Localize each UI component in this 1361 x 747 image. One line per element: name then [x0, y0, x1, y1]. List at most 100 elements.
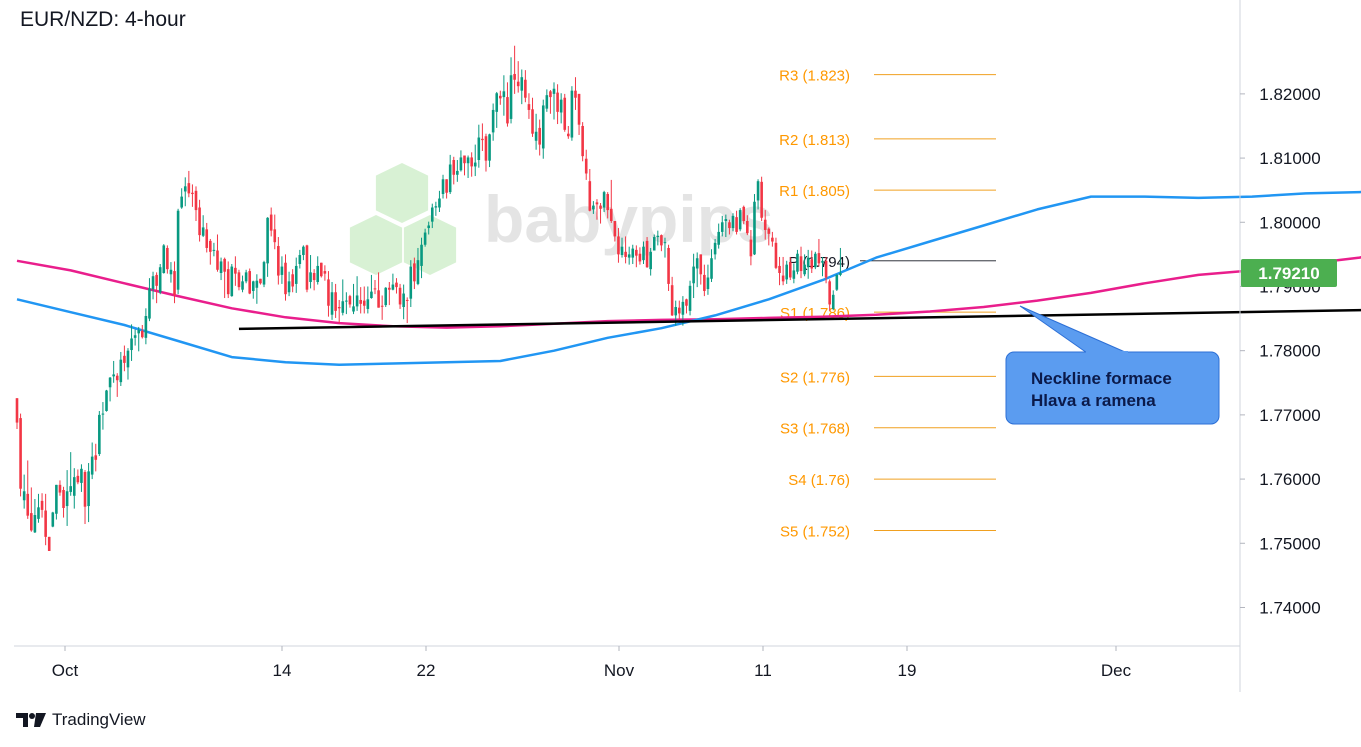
candle-body: [545, 95, 549, 109]
candle-body: [151, 276, 155, 290]
candle: [430, 203, 434, 229]
candle: [456, 160, 459, 182]
candle: [831, 290, 835, 311]
candle-body: [835, 274, 839, 290]
candle: [22, 474, 26, 509]
candle: [405, 297, 409, 324]
candle: [26, 460, 30, 519]
candle: [259, 278, 262, 285]
candle: [330, 281, 334, 320]
candle: [133, 329, 137, 346]
candle: [37, 493, 40, 523]
candle: [706, 264, 710, 295]
candle: [362, 286, 366, 314]
candle-body: [681, 301, 685, 315]
candle-body: [352, 306, 355, 312]
candle: [717, 223, 720, 249]
candle-body: [609, 208, 613, 221]
candle-body: [201, 227, 205, 236]
candle: [635, 245, 638, 268]
candle-body: [592, 205, 595, 210]
candle-body: [413, 263, 416, 282]
candle-body: [101, 413, 105, 415]
candle-body: [187, 183, 191, 194]
candle-body: [670, 285, 674, 316]
candle-body: [481, 138, 484, 141]
candle: [320, 262, 323, 278]
candle-body: [416, 260, 420, 284]
candle: [667, 244, 670, 291]
candle: [51, 511, 55, 528]
candle-body: [710, 258, 713, 279]
candle-body: [133, 335, 137, 338]
last-price-tag: [1241, 258, 1337, 287]
chart-title: EUR/NZD: 4-hour: [20, 8, 186, 31]
candle-body: [205, 229, 209, 248]
candle-body: [574, 90, 577, 98]
candle: [316, 256, 320, 285]
candle-body: [305, 245, 309, 290]
tradingview-logo-icon: [16, 713, 46, 727]
candle-body: [599, 205, 602, 209]
candle-body: [330, 292, 334, 315]
candle: [341, 279, 345, 316]
candle: [105, 389, 108, 412]
y-tick-label: 1.78000: [1259, 342, 1320, 361]
candle: [413, 257, 416, 290]
candle-body: [527, 104, 531, 110]
candle: [19, 413, 22, 497]
candle-body: [735, 217, 738, 232]
y-tick-label: 1.75000: [1259, 534, 1320, 553]
candle: [688, 280, 692, 316]
candle: [359, 287, 362, 314]
candle: [212, 242, 216, 257]
candle: [76, 469, 80, 485]
candle: [94, 443, 98, 472]
candle: [656, 230, 660, 246]
callout-text: Neckline formace: [1031, 369, 1172, 388]
candle: [83, 470, 87, 525]
candle-body: [477, 137, 481, 161]
candle-body: [359, 299, 362, 304]
candle-body: [824, 260, 828, 278]
candle-body: [373, 288, 377, 290]
candle-body: [148, 288, 151, 319]
candle-body: [513, 73, 516, 80]
candle: [627, 246, 631, 265]
candle-body: [44, 510, 47, 537]
candle: [481, 123, 484, 152]
candle: [541, 99, 545, 159]
y-tick-label: 1.80000: [1259, 213, 1320, 232]
candle-body: [749, 239, 753, 257]
candle-body: [37, 507, 40, 519]
candle: [273, 214, 277, 250]
candle: [502, 75, 506, 116]
candle-body: [169, 269, 173, 275]
candle-body: [191, 192, 194, 195]
candle: [817, 238, 821, 267]
candle: [581, 122, 584, 162]
candle-body: [395, 282, 398, 288]
candle-body: [230, 266, 234, 297]
candle: [409, 260, 413, 308]
candle: [280, 256, 284, 284]
candle-body: [280, 266, 284, 275]
candle: [398, 283, 402, 309]
candle-body: [69, 486, 72, 492]
candle: [620, 237, 624, 258]
candle: [47, 536, 51, 551]
x-tick-label: Dec: [1101, 661, 1132, 680]
pivot-label: R3 (1.823): [779, 68, 850, 85]
candle: [262, 260, 266, 288]
candle: [69, 452, 72, 496]
candle-body: [312, 272, 316, 281]
candle: [323, 265, 327, 281]
candle-body: [402, 293, 405, 308]
candle: [509, 57, 513, 124]
tradingview-brand[interactable]: TradingView: [16, 710, 146, 730]
candle: [763, 210, 767, 240]
candle: [466, 155, 470, 178]
candle-body: [370, 291, 373, 299]
candle-body: [831, 294, 835, 309]
